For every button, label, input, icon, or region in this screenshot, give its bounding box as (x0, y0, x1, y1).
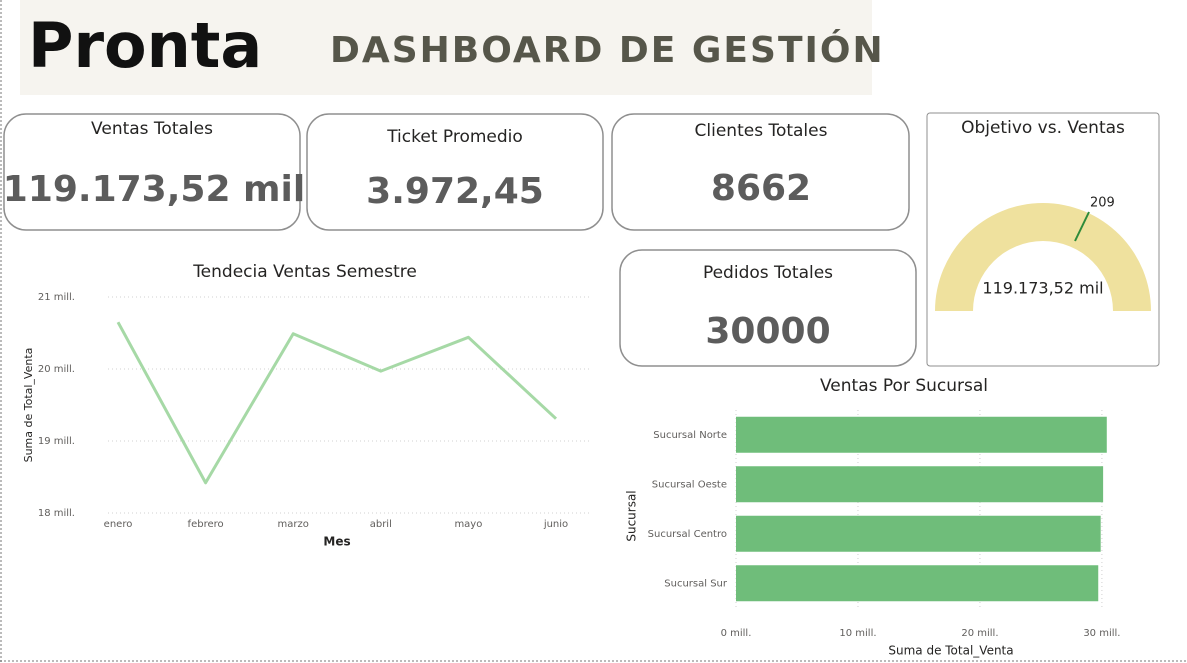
card-value: 119.173,52 mil (3, 169, 305, 210)
gauge-title: Objetivo vs. Ventas (961, 118, 1125, 138)
y-axis-title: Sucursal (625, 490, 639, 541)
dashboard-title: DASHBOARD DE GESTIÓN (330, 29, 885, 71)
x-tick-label: enero (104, 519, 133, 530)
bar (736, 515, 1101, 552)
gauge-target (1074, 211, 1090, 242)
y-axis-title: Suma de Total_Venta (22, 348, 35, 463)
x-tick-label: junio (543, 519, 568, 530)
card (3, 113, 301, 231)
y-tick-label: 20 mill. (38, 364, 75, 375)
bar (736, 416, 1107, 453)
x-tick-label: 0 mill. (721, 628, 752, 639)
bar (736, 565, 1099, 602)
gauge-target-label: 209 (1090, 196, 1115, 211)
card (619, 249, 917, 367)
x-tick-label: mayo (454, 519, 482, 530)
y-tick-label: Sucursal Norte (653, 430, 727, 441)
x-axis-title: Suma de Total_Venta (888, 644, 1013, 658)
card-title: Ventas Totales (91, 119, 213, 139)
card-title: Pedidos Totales (703, 263, 833, 283)
gauge-value: 119.173,52 mil (982, 279, 1103, 298)
y-tick-label: 19 mill. (38, 436, 75, 447)
x-tick-label: 20 mill. (961, 628, 998, 639)
card-value: 8662 (711, 168, 811, 209)
card-value: 3.972,45 (366, 171, 544, 212)
x-tick-label: febrero (188, 519, 224, 530)
chart-title: Ventas Por Sucursal (820, 376, 988, 396)
y-tick-label: 21 mill. (38, 292, 75, 303)
chart-title: Tendecia Ventas Semestre (192, 262, 417, 282)
card (611, 113, 910, 231)
x-tick-label: marzo (278, 519, 309, 530)
header-bg (20, 0, 872, 95)
card-title: Ticket Promedio (386, 127, 523, 147)
brand: Pronta (28, 9, 262, 82)
card-title: Clientes Totales (695, 121, 828, 141)
x-tick-label: 30 mill. (1083, 628, 1120, 639)
x-tick-label: abril (370, 519, 392, 530)
card (306, 113, 604, 231)
bar (736, 466, 1104, 503)
y-tick-label: Sucursal Centro (648, 529, 727, 540)
gauge-arc (935, 203, 1151, 311)
card-value: 30000 (705, 311, 830, 352)
y-tick-label: Sucursal Sur (664, 578, 728, 589)
x-axis-title: Mes (323, 535, 350, 549)
line (116, 321, 558, 485)
y-tick-label: 18 mill. (38, 508, 75, 519)
x-tick-label: 10 mill. (839, 628, 876, 639)
y-tick-label: Sucursal Oeste (652, 479, 727, 490)
